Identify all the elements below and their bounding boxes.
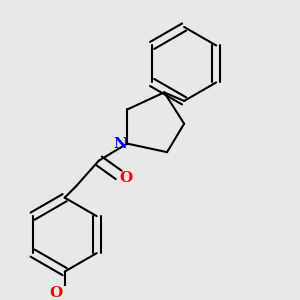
Text: N: N <box>113 136 127 151</box>
Text: O: O <box>50 286 63 300</box>
Text: O: O <box>119 171 132 185</box>
